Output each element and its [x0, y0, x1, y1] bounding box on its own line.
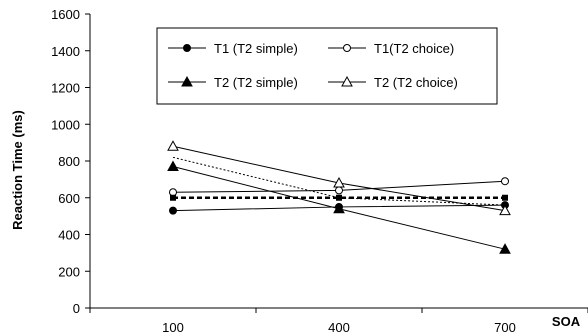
x-tick-label: 400	[328, 320, 350, 333]
series-3-point	[167, 160, 179, 172]
y-tick-label: 600	[58, 191, 80, 206]
y-axis-title: Reaction Time (ms)	[10, 110, 25, 230]
legend-marker-3	[181, 75, 193, 87]
y-axis-ticks: 0 200 400 600 800 1000 1200 1400 1600	[51, 7, 90, 316]
series-4-point	[499, 204, 511, 216]
series-4-point	[333, 177, 345, 188]
legend-label-3: T2 (T2 simple)	[214, 75, 298, 90]
y-tick-label: 1400	[51, 44, 80, 59]
legend-marker-1	[183, 44, 191, 52]
legend-marker-4	[341, 75, 353, 87]
x-tick-label: 700	[494, 320, 516, 333]
legend-label-1: T1 (T2 simple)	[214, 41, 298, 56]
legend: T1 (T2 simple) T1(T2 choice) T2 (T2 simple…	[156, 27, 498, 105]
legend-marker-2	[343, 44, 351, 52]
y-tick-label: 400	[58, 228, 80, 243]
legend-label-2: T1(T2 choice)	[374, 41, 454, 56]
legend-box	[156, 27, 498, 105]
series-4-point	[167, 140, 179, 151]
y-tick-label: 1600	[51, 7, 80, 22]
series-6-point	[502, 194, 508, 201]
series-6-point	[336, 194, 342, 201]
series-group	[167, 140, 511, 254]
y-tick-label: 0	[73, 301, 80, 316]
y-tick-label: 200	[58, 264, 80, 279]
series-2-point	[501, 177, 509, 186]
x-axis-title: SOA	[552, 314, 581, 329]
x-tick-label: 100	[162, 320, 184, 333]
series-1-point	[169, 206, 177, 215]
series-3-point	[333, 202, 345, 214]
series-2-point	[169, 188, 177, 197]
series-3-point	[499, 243, 511, 254]
series-6-point	[170, 194, 176, 201]
series-2-point	[335, 186, 343, 195]
x-axis-ticks: 100 400 700	[89, 308, 588, 333]
y-tick-label: 1000	[51, 117, 80, 132]
legend-label-4: T2 (T2 choice)	[374, 75, 458, 90]
y-tick-label: 1200	[51, 81, 80, 96]
y-tick-label: 800	[58, 154, 80, 169]
series-line-5	[172, 156, 506, 206]
